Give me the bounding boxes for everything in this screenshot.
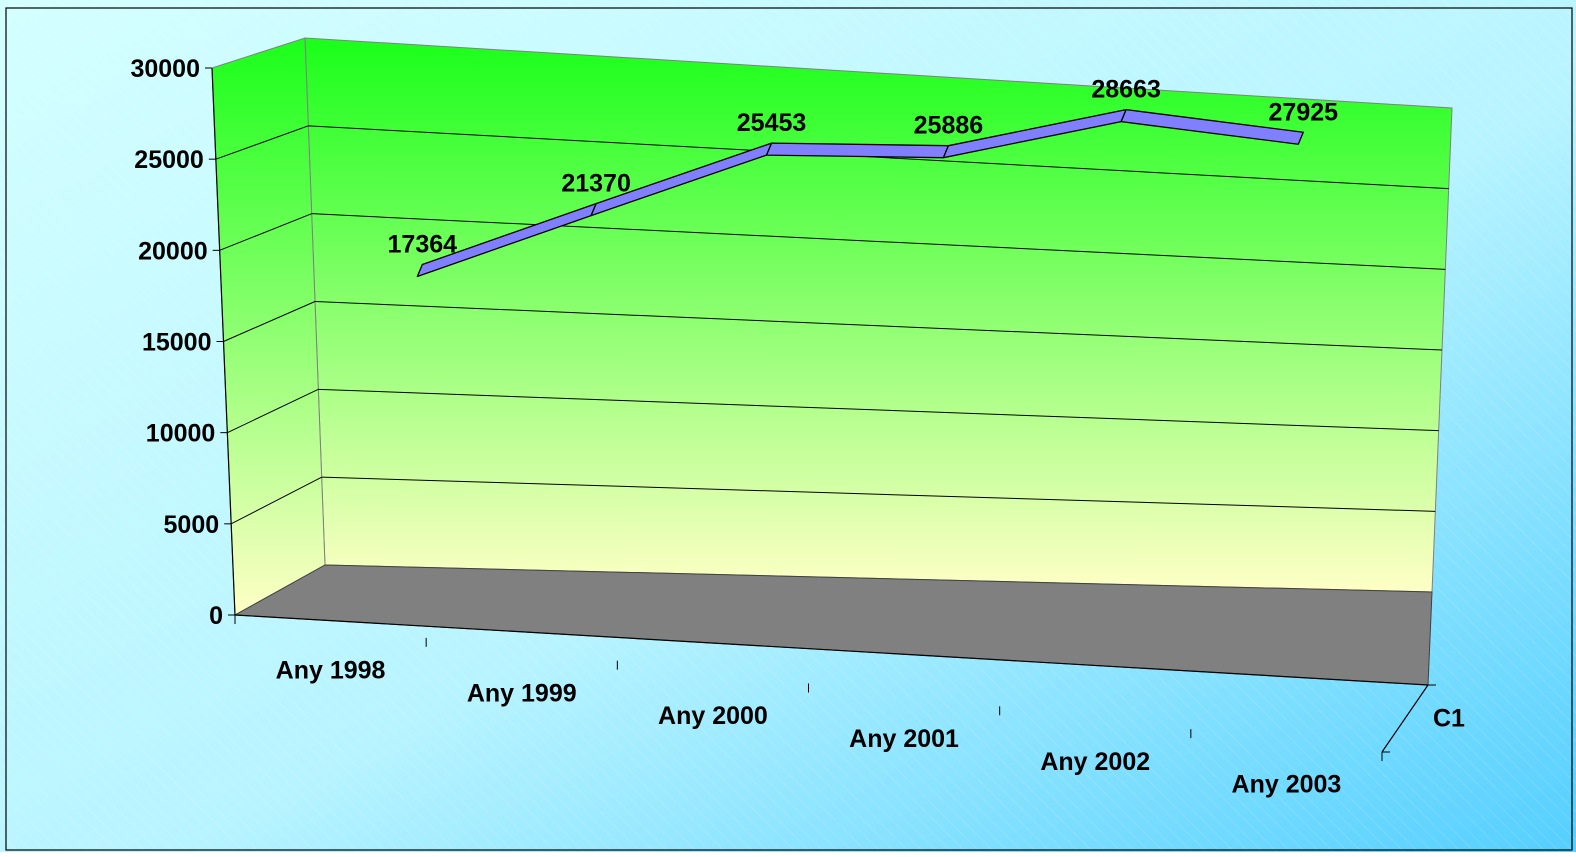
y-tick-label: 0 — [209, 602, 223, 630]
depth-axis-label: C1 — [1433, 705, 1465, 733]
data-label: 25453 — [737, 109, 807, 137]
depth-axis-line — [1381, 684, 1429, 753]
y-tick-label: 10000 — [146, 420, 216, 448]
data-point — [1123, 115, 1125, 117]
y-axis-line — [211, 67, 236, 616]
data-label: 27925 — [1269, 98, 1339, 126]
gridline-side — [215, 125, 309, 160]
data-point — [1300, 137, 1302, 139]
y-tick-label: 5000 — [164, 511, 220, 539]
gridline — [321, 476, 1436, 512]
gridline — [314, 301, 1443, 351]
gridline-side — [227, 388, 319, 434]
data-label: 28663 — [1091, 76, 1161, 104]
data-label: 25886 — [914, 112, 984, 140]
x-tick-label: Any 2000 — [658, 702, 768, 730]
x-tick-label: Any 2001 — [849, 725, 959, 753]
data-point — [593, 208, 595, 211]
x-axis-line — [234, 614, 1429, 686]
gridline — [318, 388, 1439, 432]
data-point — [768, 148, 770, 150]
x-tick-label: Any 1998 — [276, 656, 386, 684]
chart-border — [5, 7, 1573, 851]
x-tick-label: Any 2002 — [1040, 748, 1150, 776]
ribbon-segment — [1120, 109, 1304, 145]
gridline-side — [219, 213, 312, 251]
y-tick-label: 20000 — [138, 237, 208, 265]
data-point — [419, 269, 421, 272]
gridline — [311, 213, 1446, 270]
data-label: 17364 — [388, 231, 458, 259]
gridline-side — [223, 301, 316, 342]
y-tick-label: 15000 — [142, 329, 212, 357]
data-label: 21370 — [561, 170, 631, 198]
y-tick-label: 25000 — [134, 146, 204, 174]
y-tick-label: 30000 — [130, 55, 200, 83]
data-point — [945, 151, 947, 153]
gridline-side — [230, 476, 322, 525]
ribbon-segment — [765, 142, 950, 159]
x-tick-label: Any 2003 — [1232, 771, 1342, 799]
x-tick-label: Any 1999 — [467, 679, 577, 707]
